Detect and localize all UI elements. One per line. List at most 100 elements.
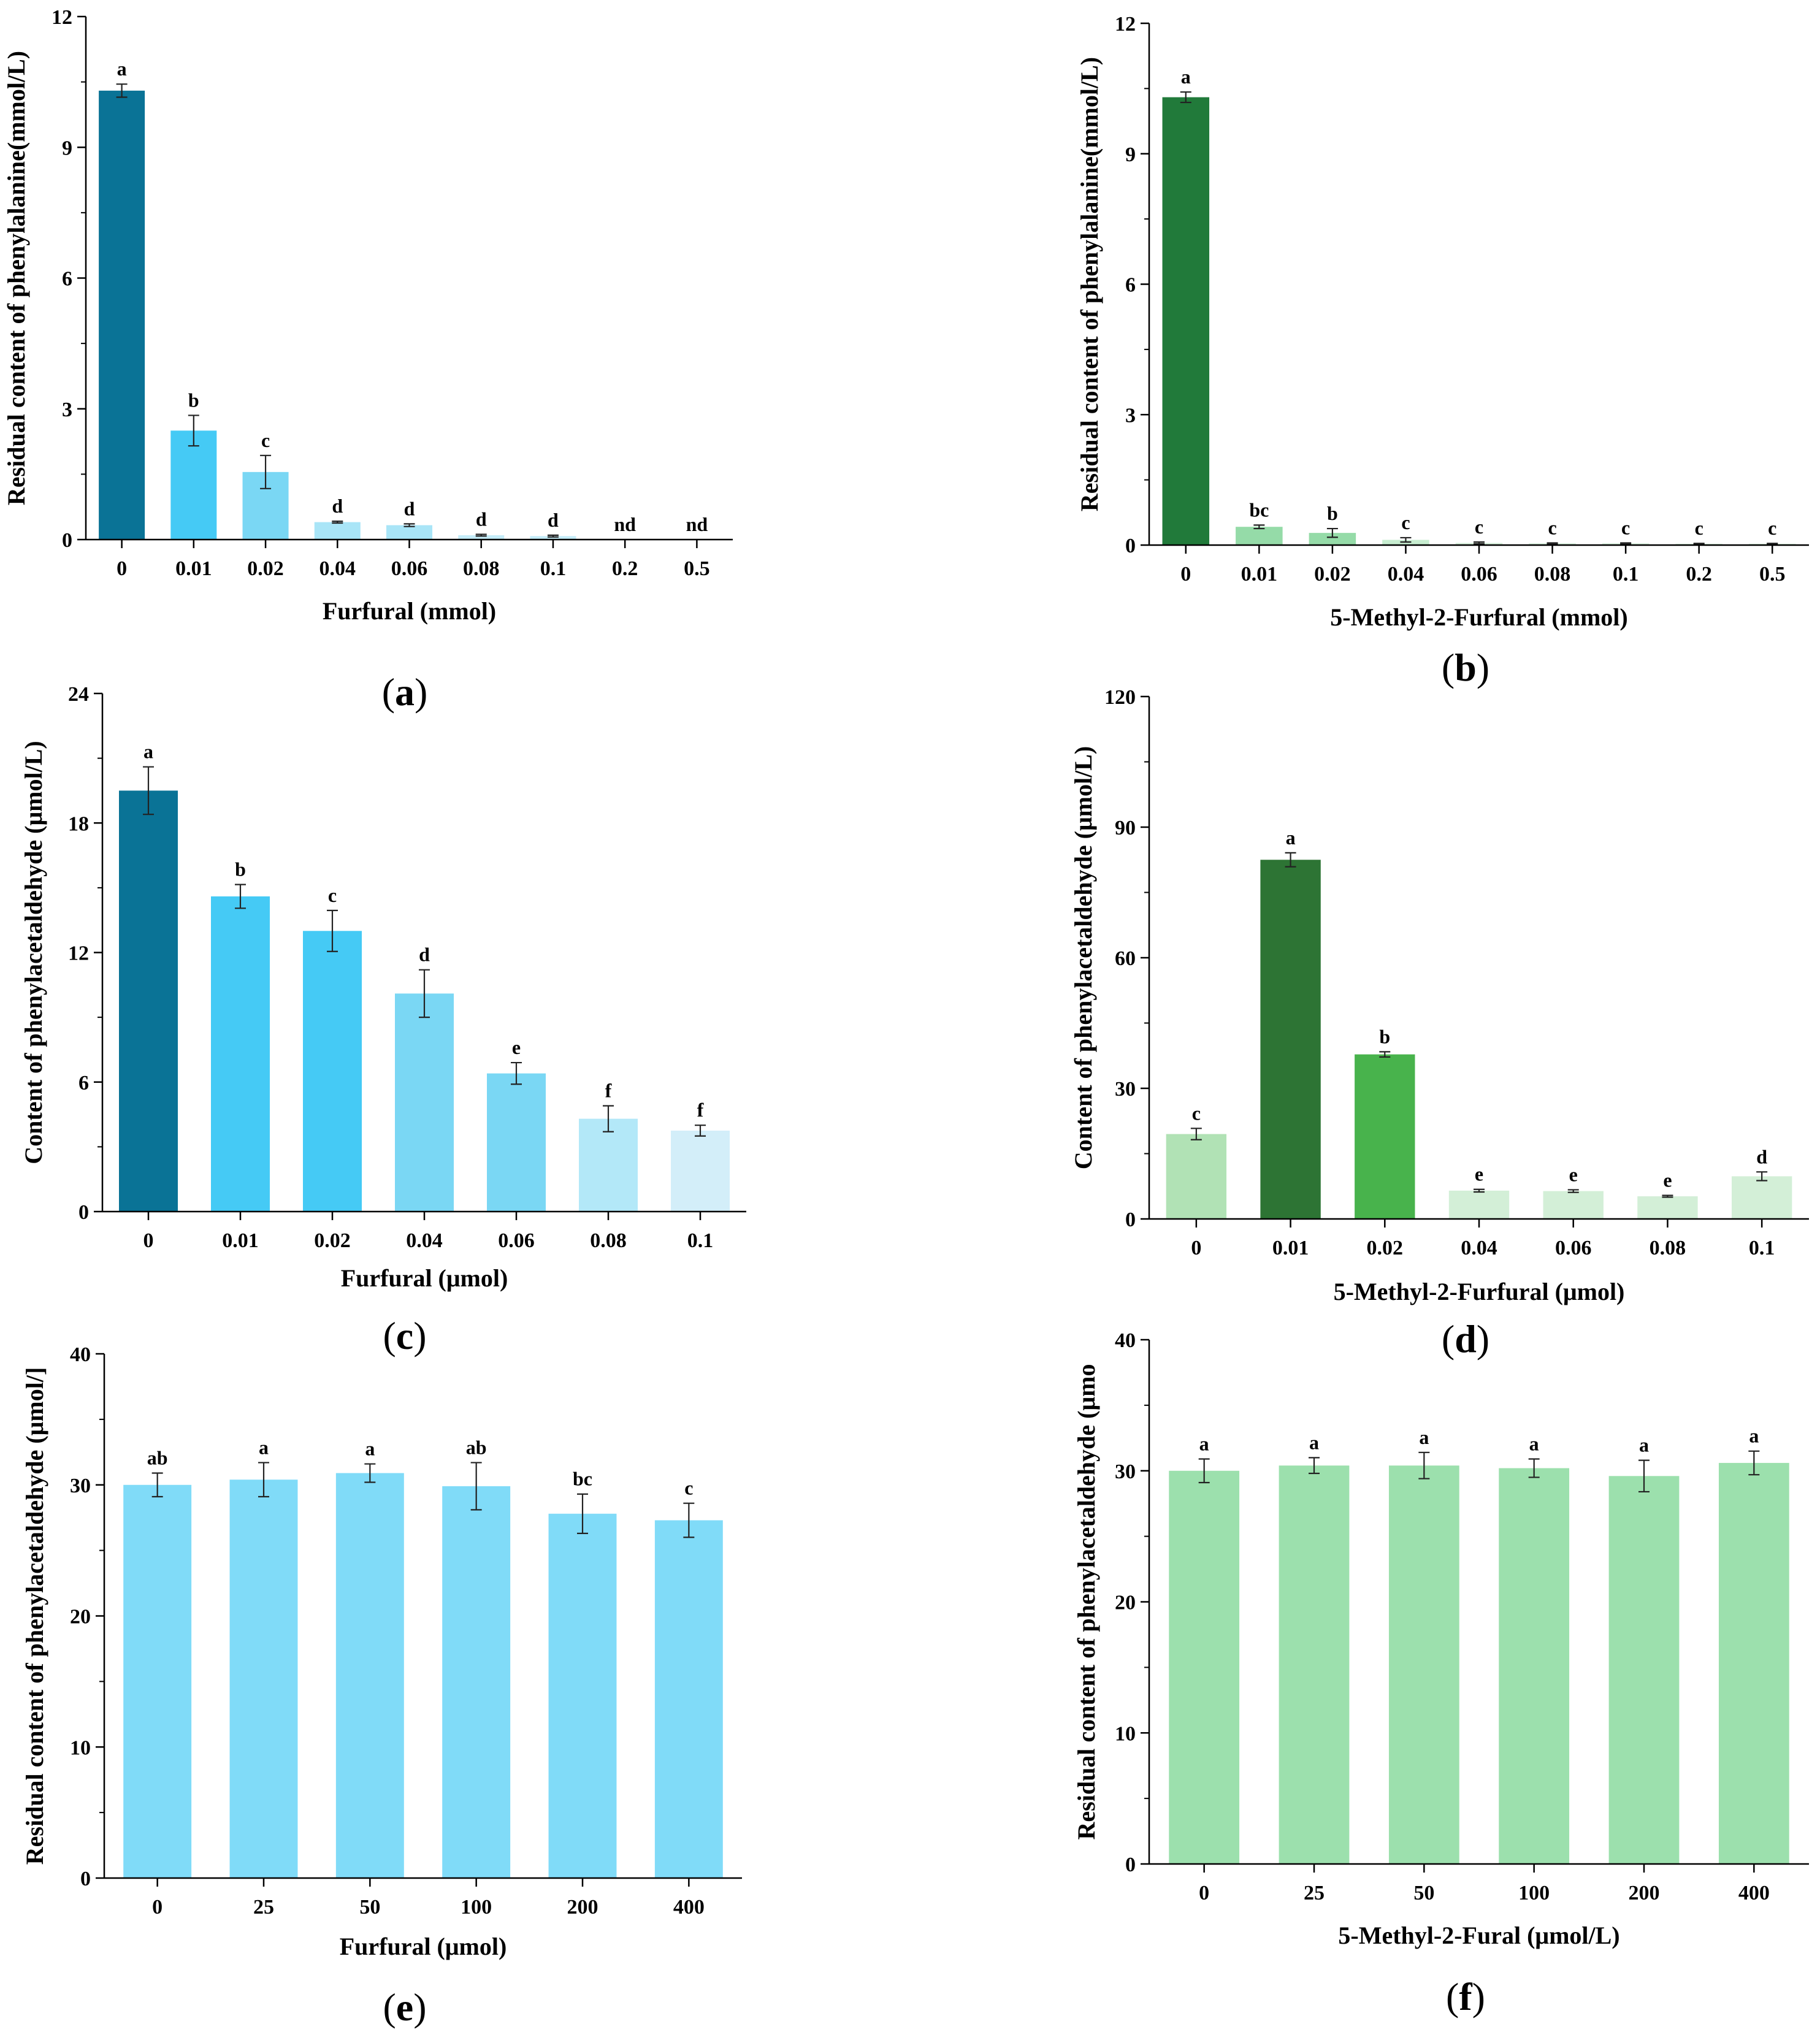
x-tick-label: 0.04	[1461, 1237, 1497, 1259]
x-axis-title: Furfural (mmol)	[323, 597, 496, 625]
x-tick-label: 400	[673, 1896, 705, 1919]
error-bar	[403, 523, 415, 527]
axes	[103, 1354, 742, 1879]
error-bar	[1567, 1189, 1579, 1193]
bar	[487, 1073, 546, 1212]
bar	[530, 536, 576, 540]
error-bar	[1379, 1051, 1391, 1058]
x-tick-label: 0	[143, 1229, 154, 1252]
error-bar	[683, 1502, 695, 1538]
x-tick-label: 25	[1304, 1882, 1325, 1904]
bar	[386, 525, 433, 540]
y-tick-label: 30	[1115, 1078, 1136, 1101]
significance-label: c	[684, 1477, 693, 1499]
x-axis-title: 5-Methyl-2-Furfural (μmol)	[1334, 1278, 1625, 1305]
bar	[211, 896, 270, 1212]
y-tick-label: 6	[62, 268, 72, 291]
y-tick-label: 30	[1115, 1461, 1136, 1483]
chart-panel-d: c a b e e e d 0 30 60 90 120 0 0.01 0.02 0.04 0.06 0.08 0.…	[1069, 686, 1809, 1361]
y-tick-label: 0	[1125, 1854, 1136, 1876]
significance-label: a	[1199, 1433, 1209, 1455]
bar	[548, 1513, 617, 1878]
y-tick-label: 40	[70, 1343, 91, 1366]
significance-label: c	[1401, 511, 1410, 533]
y-tick-label: 20	[1115, 1592, 1136, 1614]
y-tick-label: 10	[70, 1736, 91, 1759]
bar	[1279, 1465, 1350, 1864]
error-bar	[151, 1472, 163, 1498]
x-tick-label: 0.02	[1314, 563, 1351, 586]
error-bar	[116, 83, 128, 98]
significance-label: c	[261, 429, 270, 451]
y-tick-label: 9	[62, 137, 72, 159]
error-bar	[332, 521, 343, 524]
y-tick-label: 10	[1115, 1722, 1136, 1745]
bar	[314, 522, 361, 540]
bar	[1637, 1196, 1698, 1219]
significance-label: f	[605, 1079, 612, 1101]
significance-label: a	[1749, 1425, 1759, 1447]
y-axis-title: Residual content of phenylalanine(mmol/L…	[2, 51, 30, 505]
error-bar	[603, 1105, 614, 1132]
significance-label: c	[1548, 516, 1556, 538]
error-bar	[470, 1462, 482, 1511]
error-bar	[1253, 524, 1265, 530]
x-tick-label: 25	[253, 1896, 274, 1919]
axes	[1148, 697, 1809, 1220]
bar	[1543, 1191, 1604, 1219]
error-bar	[1180, 91, 1191, 104]
x-tick-label: 0.01	[222, 1229, 259, 1252]
axes	[1148, 1340, 1809, 1865]
y-tick-label: 0	[1125, 1209, 1136, 1231]
bar	[335, 1473, 404, 1878]
y-tick-label: 0	[80, 1868, 91, 1890]
significance-label: b	[1379, 1025, 1390, 1047]
significance-label: d	[404, 497, 415, 519]
x-tick-label: 0	[1191, 1237, 1201, 1259]
x-tick-label: 0.06	[498, 1229, 535, 1252]
x-tick-label: 0.01	[1241, 563, 1278, 586]
bar	[303, 931, 362, 1212]
error-bar	[1418, 1451, 1430, 1480]
error-bar	[1285, 852, 1296, 868]
x-tick-label: 0.08	[1650, 1237, 1686, 1259]
y-tick-label: 40	[1115, 1329, 1136, 1352]
bar	[229, 1480, 298, 1878]
x-tick-label: 0.06	[1461, 563, 1497, 586]
error-bar	[258, 1462, 269, 1498]
y-tick-label: 3	[62, 399, 72, 421]
y-tick-label: 120	[1104, 686, 1136, 709]
x-tick-label: 0.06	[391, 557, 428, 580]
significance-label: a	[1639, 1434, 1649, 1456]
x-tick-label: 0.2	[612, 557, 638, 580]
significance-label: a	[117, 58, 127, 80]
y-axis-title: Residual content of phenylacetaldehyde (…	[1072, 1364, 1100, 1840]
bar	[1499, 1468, 1570, 1864]
error-bar	[327, 909, 338, 952]
x-tick-label: 0.02	[247, 557, 284, 580]
error-bar	[143, 766, 154, 815]
significance-label: a	[1181, 66, 1191, 88]
error-bar	[1693, 543, 1705, 545]
significance-label: ab	[466, 1436, 487, 1458]
bar	[1448, 1190, 1510, 1219]
y-axis-title: Content of phenylacetaldehyde (μmol/L)	[20, 741, 47, 1164]
x-tick-label: 0.01	[175, 557, 212, 580]
y-tick-label: 18	[68, 812, 89, 835]
bar	[1162, 97, 1210, 545]
x-tick-label: 0.08	[1534, 563, 1571, 586]
significance-label: e	[1475, 1163, 1483, 1185]
x-axis-title: Furfural (μmol)	[341, 1264, 508, 1292]
x-tick-label: 0.04	[406, 1229, 443, 1252]
significance-label: c	[1192, 1102, 1201, 1124]
significance-label: bc	[1249, 498, 1269, 521]
y-tick-label: 12	[68, 942, 89, 965]
y-tick-label: 12	[52, 6, 72, 29]
chart-panel-a: a b c d d d d nd nd 0 3 6 9 12 0 0.01 0.02 0.04 0.06 0.08 0.…	[2, 6, 733, 714]
error-bar	[1474, 1188, 1485, 1193]
significance-label: d	[1756, 1145, 1767, 1167]
significance-label: c	[1621, 516, 1630, 538]
